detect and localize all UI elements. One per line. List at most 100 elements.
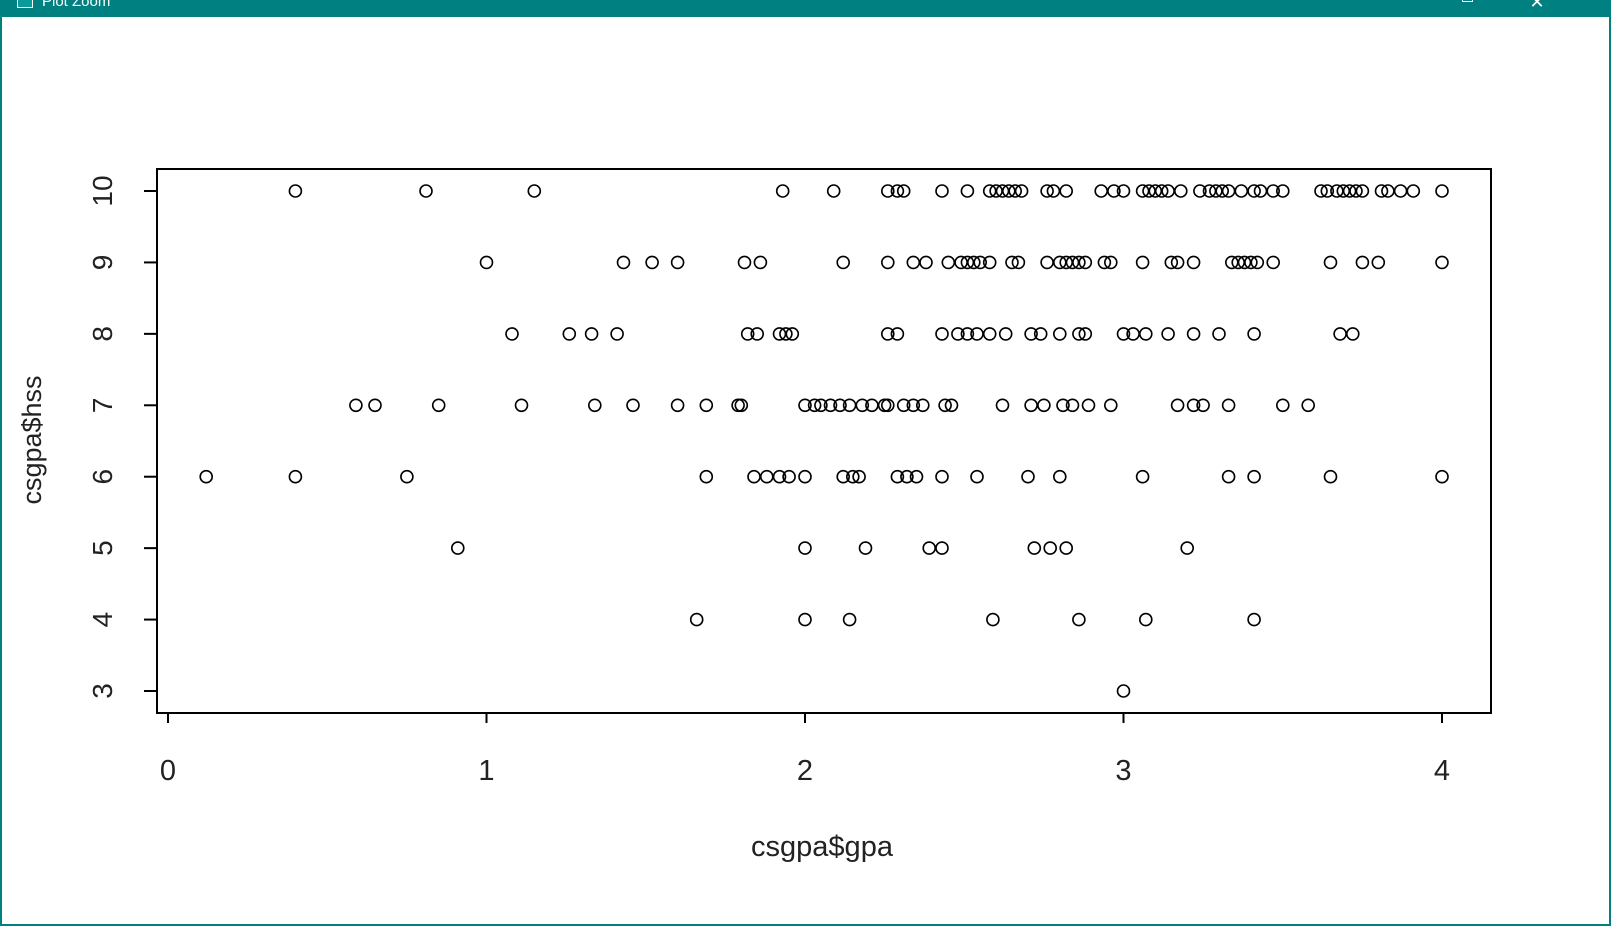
data-point — [842, 612, 857, 627]
data-point — [1097, 255, 1112, 270]
data-point — [734, 398, 749, 413]
data-point — [1139, 612, 1153, 627]
data-point — [890, 184, 905, 198]
data-point — [1116, 184, 1131, 198]
data-point — [1435, 184, 1449, 198]
data-point — [1186, 398, 1201, 413]
data-point — [1186, 327, 1201, 341]
data-point — [935, 469, 949, 484]
data-point — [1104, 255, 1118, 270]
data-point — [288, 184, 303, 198]
data-point — [288, 469, 303, 484]
data-point — [645, 255, 659, 270]
data-point — [1161, 327, 1175, 341]
close-button[interactable]: ✕ — [1522, 0, 1552, 14]
data-point — [833, 398, 847, 413]
data-point — [1072, 255, 1086, 270]
data-point — [798, 541, 812, 555]
data-point — [826, 184, 841, 198]
data-point — [1008, 184, 1023, 198]
data-point — [1435, 255, 1449, 270]
title-bar[interactable]: Plot Zoom ✕ — [2, 0, 1611, 17]
data-point — [906, 255, 921, 270]
data-point — [1349, 184, 1363, 198]
data-point — [982, 327, 997, 341]
data-point — [915, 398, 930, 413]
data-point — [1196, 398, 1210, 413]
data-point — [1247, 327, 1261, 341]
data-point — [1014, 184, 1029, 198]
x-tick-label: 4 — [1434, 755, 1450, 787]
data-point — [896, 184, 911, 198]
data-point — [1107, 184, 1121, 198]
data-point — [836, 255, 851, 270]
data-point — [1040, 184, 1054, 198]
data-point — [858, 541, 873, 555]
data-point — [922, 541, 937, 555]
y-axis: 3 4 5 6 7 8 9 10 — [87, 175, 158, 699]
data-point — [814, 398, 828, 413]
data-point — [775, 184, 790, 198]
data-point — [626, 398, 640, 413]
data-point — [1250, 255, 1265, 270]
data-point — [772, 469, 787, 484]
data-point — [1276, 398, 1290, 413]
data-point — [906, 398, 921, 413]
data-point — [1333, 327, 1347, 341]
data-point — [807, 398, 822, 413]
data-point — [514, 398, 529, 413]
y-tick-label: 7 — [87, 397, 118, 413]
data-point — [1059, 541, 1073, 555]
data-point — [1355, 184, 1370, 198]
data-point — [1078, 327, 1093, 341]
data-point — [1056, 398, 1070, 413]
data-point — [699, 398, 714, 413]
data-point — [1212, 327, 1226, 341]
data-point — [753, 255, 768, 270]
data-point — [1072, 327, 1086, 341]
x-tick-label: 2 — [797, 755, 813, 787]
data-point — [1135, 255, 1150, 270]
data-point — [699, 469, 714, 484]
data-point — [1011, 255, 1026, 270]
data-point — [1154, 184, 1169, 198]
data-point — [431, 398, 446, 413]
data-point — [1342, 184, 1357, 198]
data-point — [998, 327, 1013, 341]
data-point — [1266, 255, 1280, 270]
data-point — [855, 398, 870, 413]
y-axis-label: csgpa$hss — [17, 375, 47, 504]
data-point — [1247, 184, 1261, 198]
data-point — [1215, 184, 1229, 198]
data-point — [527, 184, 542, 198]
data-point — [1053, 327, 1067, 341]
data-point — [1355, 255, 1370, 270]
y-tick-label: 9 — [87, 255, 118, 271]
data-point — [199, 469, 213, 484]
close-icon: ✕ — [1529, 0, 1545, 12]
data-point — [587, 398, 602, 413]
plot-area: 0 1 2 3 4 3 4 5 6 7 8 9 10 csgpa$gpa csgpa$hss — [4, 17, 1611, 924]
data-point — [798, 612, 812, 627]
data-point — [986, 612, 1000, 627]
data-point — [1221, 469, 1236, 484]
data-point — [1033, 327, 1048, 341]
data-point — [880, 255, 895, 270]
scatter-plot: 0 1 2 3 4 3 4 5 6 7 8 9 10 csgpa$gpa csgpa$hss — [17, 168, 1492, 863]
data-point — [960, 327, 975, 341]
data-point — [368, 398, 382, 413]
data-point — [1104, 398, 1118, 413]
data-point — [1024, 327, 1038, 341]
data-point — [935, 541, 949, 555]
data-point — [737, 255, 752, 270]
data-point — [779, 327, 793, 341]
maximize-button[interactable] — [1454, 0, 1484, 14]
data-point — [1186, 255, 1201, 270]
data-point — [852, 469, 866, 484]
data-point — [1393, 184, 1408, 198]
data-point — [1116, 684, 1131, 698]
data-point — [880, 327, 895, 341]
y-tick-label: 4 — [87, 612, 118, 628]
y-tick-label: 10 — [87, 175, 118, 206]
